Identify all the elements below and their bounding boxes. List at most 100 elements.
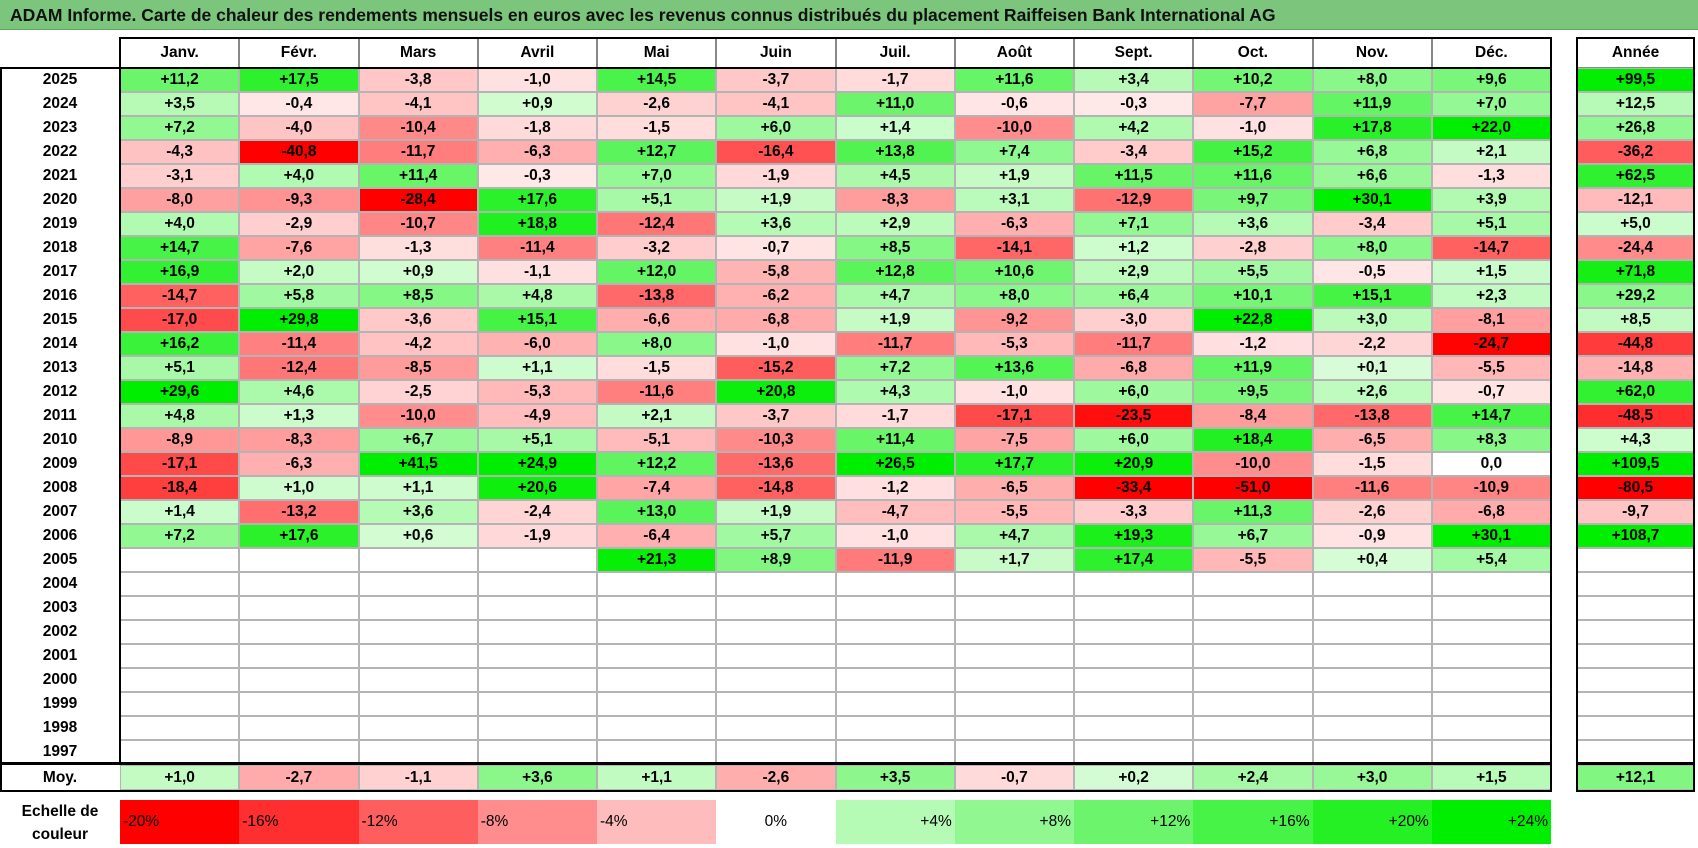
heatmap-cell: +11,2	[120, 68, 240, 92]
heatmap-cell: -4,7	[835, 500, 955, 524]
heatmap-cell	[358, 596, 478, 620]
heatmap-cell	[954, 572, 1074, 596]
heatmap-cell: -7,5	[954, 428, 1074, 452]
heatmap-cell: +6,7	[358, 428, 478, 452]
heatmap-cell: -3,1	[120, 164, 240, 188]
heatmap-cell: +20,8	[716, 380, 836, 404]
heatmap-cell	[239, 668, 359, 692]
heatmap-cell	[1074, 620, 1194, 644]
heatmap-cell: -7,7	[1193, 92, 1313, 116]
average-cell: +3,5	[835, 765, 955, 790]
year-label: 2002	[42, 623, 78, 640]
heatmap-cell	[1074, 668, 1194, 692]
heatmap-cell: -6,4	[597, 524, 717, 548]
heatmap-cell: +2,9	[835, 212, 955, 236]
month-header: Août	[954, 38, 1074, 68]
average-cell: +1,1	[597, 765, 717, 790]
heatmap-cell	[954, 620, 1074, 644]
annual-cell	[1577, 548, 1694, 572]
heatmap-cell: +22,0	[1431, 116, 1551, 140]
heatmap-cell: -7,6	[239, 236, 359, 260]
heatmap-cell: -1,2	[835, 476, 955, 500]
heatmap-cell: -28,4	[358, 188, 478, 212]
heatmap-cell: -9,2	[954, 308, 1074, 332]
heatmap-cell	[1312, 644, 1432, 668]
heatmap-cell	[716, 644, 836, 668]
heatmap-cell	[239, 572, 359, 596]
annual-cell: -80,5	[1577, 476, 1694, 500]
year-label: 2018	[42, 239, 78, 256]
heatmap-cell: -1,1	[477, 260, 597, 284]
heatmap-cell	[120, 692, 240, 716]
heatmap-cell: +15,1	[1312, 284, 1432, 308]
heatmap-cell: -1,7	[835, 404, 955, 428]
heatmap-cell: -4,1	[358, 92, 478, 116]
heatmap-cell	[1312, 740, 1432, 764]
heatmap-cell: -5,5	[954, 500, 1074, 524]
heatmap-cell: +8,0	[1312, 68, 1432, 92]
heatmap-cell	[120, 548, 240, 572]
heatmap-cell: -1,8	[477, 116, 597, 140]
year-label: 1999	[42, 695, 78, 712]
month-header: Avril	[477, 38, 597, 68]
heatmap-cell: +1,5	[1431, 260, 1551, 284]
year-label: 2013	[42, 359, 78, 376]
heatmap-cell: -0,5	[1312, 260, 1432, 284]
month-header: Janv.	[120, 38, 240, 68]
annual-cell: -48,5	[1577, 404, 1694, 428]
heatmap-cell: +2,9	[1074, 260, 1194, 284]
heatmap-cell: -0,3	[1074, 92, 1194, 116]
heatmap-cell: -18,4	[120, 476, 240, 500]
heatmap-cell	[1312, 620, 1432, 644]
color-scale-step: +24%	[1431, 800, 1551, 844]
heatmap-cell: -6,0	[477, 332, 597, 356]
year-label: 2005	[42, 551, 78, 568]
heatmap-cell: -5,3	[477, 380, 597, 404]
heatmap-cell	[597, 692, 717, 716]
annual-cell: -9,7	[1577, 500, 1694, 524]
heatmap-cell: -10,7	[358, 212, 478, 236]
heatmap-cell	[1193, 620, 1313, 644]
heatmap-cell: +12,2	[597, 452, 717, 476]
annual-cell: +8,5	[1577, 308, 1694, 332]
heatmap-cell: +5,1	[1431, 212, 1551, 236]
heatmap-cell: +7,0	[1431, 92, 1551, 116]
heatmap-cell: +8,5	[358, 284, 478, 308]
heatmap-cell: +1,1	[477, 356, 597, 380]
heatmap-cell: +13,0	[597, 500, 717, 524]
heatmap-cell	[358, 644, 478, 668]
heatmap-cell	[1193, 740, 1313, 764]
heatmap-cell: +3,6	[716, 212, 836, 236]
heatmap-cell	[239, 692, 359, 716]
heatmap-cell: -10,3	[716, 428, 836, 452]
heatmap-cell: -6,8	[1431, 500, 1551, 524]
heatmap-cell: +1,9	[954, 164, 1074, 188]
heatmap-cell: +21,3	[597, 548, 717, 572]
year-label: 2007	[42, 503, 78, 520]
heatmap-cell	[1431, 692, 1551, 716]
heatmap-cell: -11,7	[358, 140, 478, 164]
heatmap-cell: -14,7	[120, 284, 240, 308]
heatmap-cell: -1,5	[597, 116, 717, 140]
heatmap-cell	[597, 596, 717, 620]
heatmap-cell	[597, 620, 717, 644]
heatmap-cell: +2,1	[597, 404, 717, 428]
heatmap-cell: +20,6	[477, 476, 597, 500]
year-label: 2021	[42, 167, 78, 184]
heatmap-cell: +29,8	[239, 308, 359, 332]
heatmap-cell: +6,8	[1312, 140, 1432, 164]
heatmap-cell: +3,4	[1074, 68, 1194, 92]
heatmap-cell: +15,1	[477, 308, 597, 332]
heatmap-cell: -8,4	[1193, 404, 1313, 428]
heatmap-cell: -3,4	[1074, 140, 1194, 164]
heatmap-cell: -3,7	[716, 68, 836, 92]
heatmap-cell: +6,0	[716, 116, 836, 140]
heatmap-cell: +2,3	[1431, 284, 1551, 308]
year-label: 2004	[42, 575, 78, 592]
year-label: 2020	[42, 191, 78, 208]
heatmap-cell	[954, 668, 1074, 692]
year-label: 2010	[42, 431, 78, 448]
heatmap-cell: -6,3	[477, 140, 597, 164]
heatmap-cell: +11,5	[1074, 164, 1194, 188]
heatmap-cell: +7,2	[120, 116, 240, 140]
